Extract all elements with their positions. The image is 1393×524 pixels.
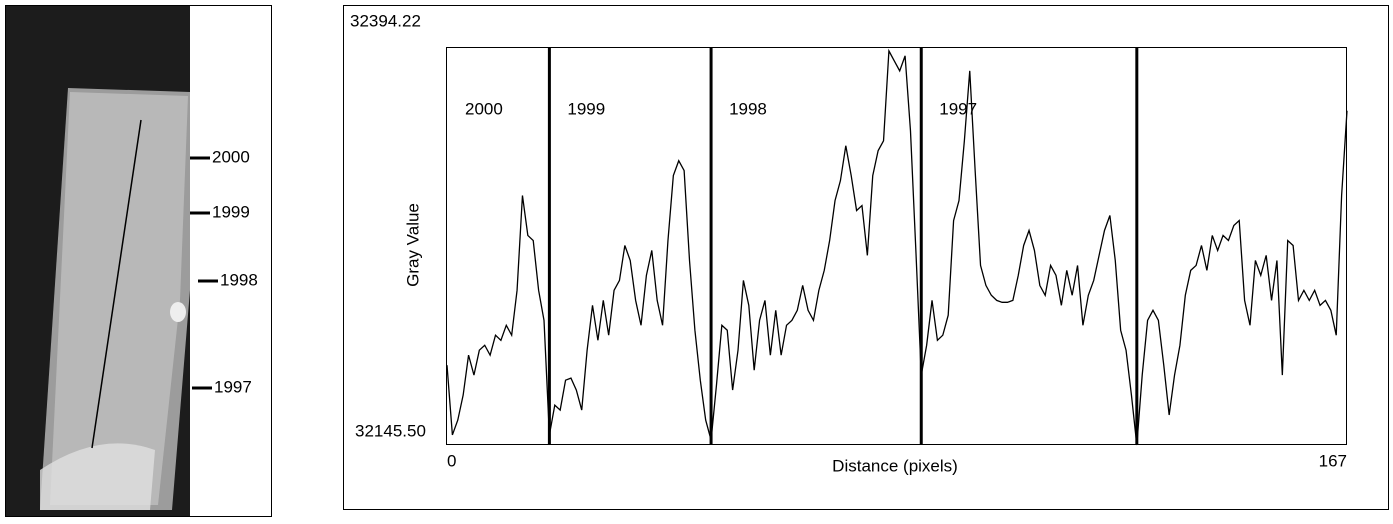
x-tick-label: 0 xyxy=(447,451,456,470)
x-tick-label: 167 xyxy=(1319,451,1347,470)
figure: Distance (pixels) Gray Value 2000 1999 199… xyxy=(0,0,1393,519)
year-label: 1997 xyxy=(214,377,252,396)
year-label: 1999 xyxy=(212,202,250,221)
year-annotation: 1999 xyxy=(567,99,605,118)
year-annotation: 1998 xyxy=(729,99,767,118)
marker-hole xyxy=(170,302,186,322)
year-annotation: 2000 xyxy=(465,99,503,118)
image-panel xyxy=(6,6,272,517)
year-label: 1998 xyxy=(220,270,258,289)
y-tick-label: 32394.22 xyxy=(350,11,421,30)
page: Distance (pixels) Gray Value 2000 1999 199… xyxy=(0,0,1393,524)
y-axis-title: Gray Value xyxy=(403,203,422,287)
chart-frame xyxy=(344,6,1389,510)
y-tick-label: 32145.50 xyxy=(355,421,426,440)
x-axis-title: Distance (pixels) xyxy=(832,456,958,475)
year-label: 2000 xyxy=(212,147,250,166)
